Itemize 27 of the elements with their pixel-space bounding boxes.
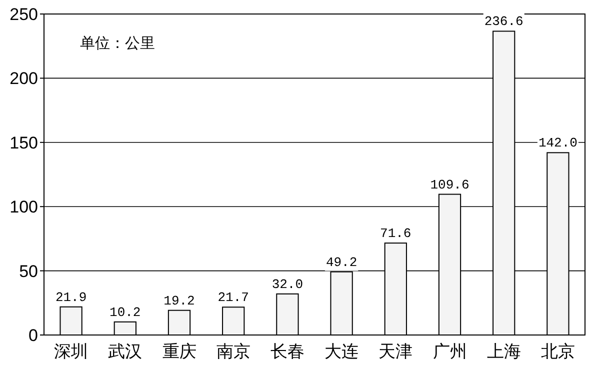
data-label: 236.6 [484, 14, 524, 30]
x-tick-label: 北京 [540, 342, 575, 361]
data-label: 71.6 [380, 226, 412, 242]
y-tick-label: 150 [10, 133, 38, 152]
x-tick-label: 南京 [216, 342, 250, 361]
x-tick-label: 天津 [378, 342, 413, 361]
data-label: 49.2 [326, 254, 358, 270]
x-tick-label: 深圳 [54, 342, 88, 361]
x-tick-label: 大连 [324, 342, 359, 361]
data-label: 142.0 [538, 136, 578, 151]
data-label: 109.6 [430, 177, 470, 192]
y-tick-label: 200 [10, 69, 38, 88]
data-label: 21.9 [55, 290, 87, 305]
x-tick-label: 武汉 [108, 342, 142, 361]
y-tick-label: 0 [28, 326, 38, 345]
y-tick-label: 250 [10, 5, 38, 24]
x-tick-label: 长春 [270, 342, 304, 361]
x-tick-label: 重庆 [162, 342, 196, 361]
y-tick-label: 100 [10, 198, 38, 217]
data-label: 10.2 [110, 304, 141, 320]
data-label: 32.0 [272, 276, 304, 292]
y-tick-label: 50 [19, 262, 38, 281]
data-label: 19.2 [164, 293, 195, 308]
annotation: 单位：公里 [80, 35, 155, 52]
x-tick-label: 广州 [432, 342, 467, 361]
data-label: 21.7 [218, 290, 249, 306]
x-tick-label: 上海 [486, 342, 521, 361]
